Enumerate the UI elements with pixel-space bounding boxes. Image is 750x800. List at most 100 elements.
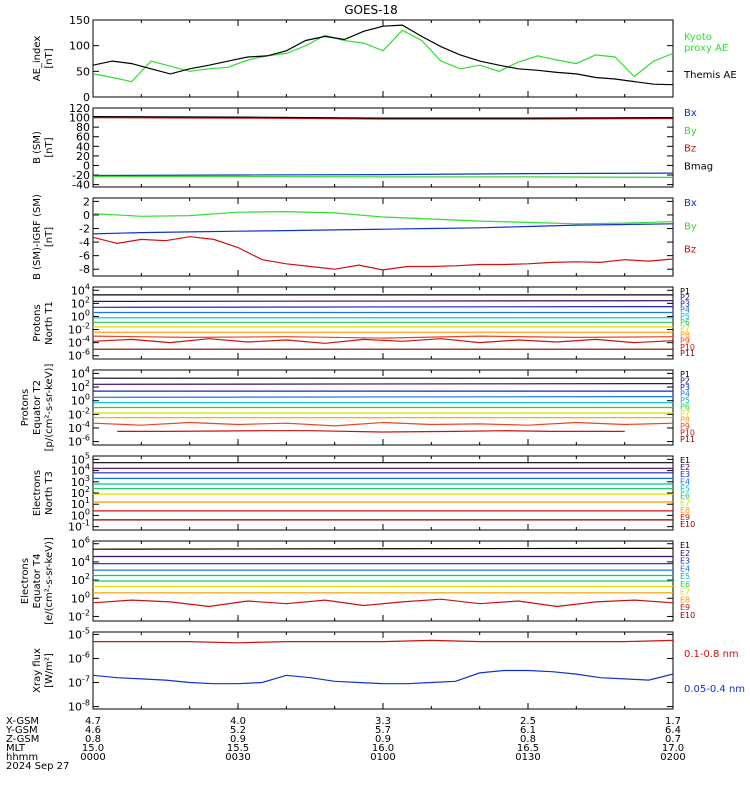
legend-label: E9 xyxy=(680,603,690,612)
legend-label: P4 xyxy=(680,390,690,399)
date-label: 2024 Sep 27 xyxy=(6,761,69,772)
y-tick-exponent: 6 xyxy=(85,536,90,545)
legend-label: P6 xyxy=(680,318,690,327)
y-tick-label: 106 xyxy=(71,536,90,551)
row-label: Y-GSM xyxy=(5,725,38,736)
row-value: 0200 xyxy=(660,752,685,763)
y-tick-label: 104 xyxy=(71,554,90,569)
row-value: 5.7 xyxy=(375,725,391,736)
series-line-0.1-0.8 nm xyxy=(93,639,673,644)
row-value: 6.4 xyxy=(665,725,681,736)
series-line-P3 xyxy=(93,306,673,308)
legend-label: E2 xyxy=(680,463,690,472)
legend-label: E2 xyxy=(680,549,690,558)
y-tick-label: 100 xyxy=(69,112,90,125)
y-axis-label: North T3 xyxy=(44,471,55,515)
legend-label: 0.05-0.4 nm xyxy=(684,684,745,695)
y-tick-label: -20 xyxy=(72,169,90,182)
y-tick-exponent: 3 xyxy=(85,474,90,483)
y-tick-exponent: -6 xyxy=(82,434,90,443)
y-tick-label: -40 xyxy=(72,179,90,192)
series-line-0.05-0.4 nm xyxy=(93,669,673,685)
orbit-time-table: X-GSM 4.7 4.0 3.3 2.5 1.7 Y-GSM 4.6 5.2 5.7 6.1 6.4… xyxy=(5,716,686,772)
y-tick-exponent: -5 xyxy=(82,626,90,635)
row-value: 3.3 xyxy=(375,716,391,727)
legend-label: E4 xyxy=(680,564,690,573)
y-tick-label: 100 xyxy=(69,40,90,53)
y-tick-exponent: 4 xyxy=(85,554,90,563)
legend-label: P10 xyxy=(680,343,695,352)
y-axis-label: B (SM) xyxy=(32,131,43,164)
row-value: 2.5 xyxy=(520,716,536,727)
legend-label: E3 xyxy=(680,557,690,566)
series-line-P10 xyxy=(93,338,673,344)
row-value: 17.0 xyxy=(662,743,684,754)
row-value: 0.9 xyxy=(230,734,246,745)
series-line-P9 xyxy=(93,421,673,427)
row-value: 4.7 xyxy=(85,716,101,727)
row-value: 4.6 xyxy=(85,725,101,736)
legend-label: P2 xyxy=(680,293,690,302)
figure-title: GOES-18 xyxy=(344,3,398,17)
y-tick-label: 120 xyxy=(69,102,90,115)
legend-label: 0.1-0.8 nm xyxy=(684,649,739,660)
legend-label: P1 xyxy=(680,287,690,296)
y-axis-label: Protons xyxy=(20,389,31,426)
y-tick-exponent: 1 xyxy=(85,496,90,505)
legend-label: E3 xyxy=(680,470,690,479)
y-tick-label: -8 xyxy=(79,263,90,276)
legend-label: Bz xyxy=(684,245,696,256)
series-line-P10 xyxy=(117,430,625,433)
y-tick-exponent: -4 xyxy=(82,335,90,344)
legend-label: Kyoto xyxy=(684,32,712,43)
y-tick-exponent: -2 xyxy=(82,406,90,415)
y-tick-label: 150 xyxy=(69,14,90,27)
y-tick-label: 100 xyxy=(71,590,90,605)
series-line-Bx xyxy=(93,223,673,235)
y-axis-label: Equator T2 xyxy=(32,380,43,435)
legend-label: P2 xyxy=(680,377,690,386)
y-tick-exponent: 0 xyxy=(85,507,90,516)
y-tick-label: 0 xyxy=(83,159,90,172)
row-value: 15.0 xyxy=(82,743,104,754)
y-tick-exponent: -1 xyxy=(82,519,90,528)
legend-label: P1 xyxy=(680,370,690,379)
y-tick-label: 102 xyxy=(71,572,90,587)
y-tick-label: 60 xyxy=(76,131,90,144)
series-line-E1 xyxy=(93,547,673,550)
row-label: hhmm xyxy=(6,752,38,763)
y-tick-label: 10-6 xyxy=(68,434,90,449)
legend-label: E6 xyxy=(680,492,690,501)
y-tick-exponent: 2 xyxy=(85,485,90,494)
legend-label: proxy AE xyxy=(684,43,728,54)
y-tick-exponent: -2 xyxy=(82,322,90,331)
y-tick-label: 10-1 xyxy=(68,519,90,534)
series-line-Bz xyxy=(93,236,673,271)
y-axis-label: North T1 xyxy=(44,301,55,345)
row-label: X-GSM xyxy=(6,716,39,727)
row-value: 0.8 xyxy=(520,734,536,745)
series-line-Kyoto proxy AE xyxy=(93,29,673,83)
y-tick-exponent: 4 xyxy=(85,365,90,374)
panel-frame xyxy=(92,197,674,277)
series-line-By xyxy=(93,175,673,178)
y-tick-exponent: 0 xyxy=(85,308,90,317)
legend-label: P5 xyxy=(680,312,690,321)
y-tick-label: 0 xyxy=(83,91,90,104)
series-line-P2 xyxy=(93,300,673,302)
panel-frame xyxy=(92,19,674,98)
y-axis-label: Equator T4 xyxy=(32,554,43,609)
series-line-E9 xyxy=(93,598,673,608)
series-line-P9 xyxy=(93,335,673,339)
y-tick-label: 40 xyxy=(76,140,90,153)
row-value: 0.8 xyxy=(85,734,101,745)
series-line-Bz xyxy=(93,117,673,120)
y-tick-label: 10-2 xyxy=(68,608,90,623)
legend-label: P7 xyxy=(680,324,690,333)
row-value: 0030 xyxy=(225,752,250,763)
legend-label: E8 xyxy=(680,506,690,515)
series-line-Bx xyxy=(93,172,673,177)
